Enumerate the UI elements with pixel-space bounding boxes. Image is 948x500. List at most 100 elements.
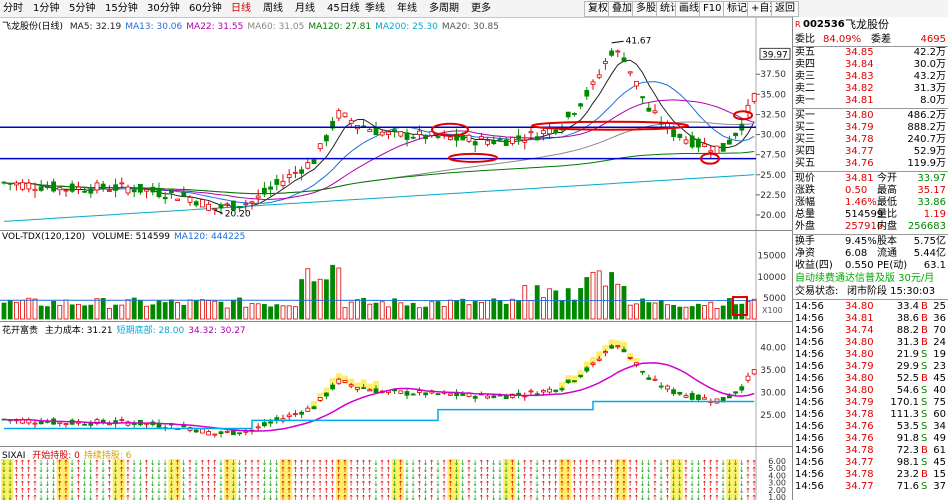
sixai-arrow: ↓ <box>640 473 646 481</box>
sixai-arrow: ↑ <box>478 459 484 467</box>
period-tab-6[interactable]: 日线 <box>231 3 251 14</box>
period-tab-9[interactable]: 45日线 <box>327 3 360 14</box>
tick-row: 14:56 34.80 21.9 S 19 <box>793 349 948 360</box>
sixai-arrow: ↑ <box>361 480 367 488</box>
sixai-arrow: ↓ <box>404 459 410 467</box>
sixai-arrow: ↑ <box>652 459 658 467</box>
sixai-arrow: ↑ <box>745 466 751 474</box>
tick-price: 34.79 <box>845 361 874 372</box>
sixai-arrow: ↓ <box>410 480 416 488</box>
sixai-arrow: ↑ <box>485 466 491 474</box>
tick-price: 34.80 <box>845 337 874 348</box>
tick-count: 37 <box>933 481 946 492</box>
sixai-arrow: ↑ <box>119 459 125 467</box>
candle-body <box>367 129 373 133</box>
sixai-arrow: ↓ <box>410 473 416 481</box>
candle-body <box>113 184 118 191</box>
sixai-arrow: ↓ <box>534 466 540 474</box>
sixai-arrow: ↑ <box>330 459 336 467</box>
promo-banner[interactable]: 自动续费通达信普及版 30元/月 <box>793 273 948 285</box>
sixai-legend: SIXAI 开始持股: 0 持续持股: 6 <box>2 448 135 461</box>
tick-time: 14:56 <box>795 349 824 360</box>
period-tab-0[interactable]: 分时 <box>3 3 23 14</box>
candle-body <box>398 390 404 394</box>
sixai-highlight <box>726 459 733 500</box>
volume-bar <box>1 302 7 320</box>
kline-panel[interactable]: 飞龙股份(日线) MA5: 32.19 MA13: 30.06 MA22: 31.5… <box>0 18 792 231</box>
cost-canvas[interactable]: 40.00 35.00 30.00 25.00 <box>0 322 792 446</box>
sixai-arrow: ↑ <box>243 466 249 474</box>
y-tick-label: 1.00 <box>768 493 786 500</box>
period-tab-5[interactable]: 60分钟 <box>189 3 222 14</box>
sixai-highlight <box>559 459 565 500</box>
sixai-arrow: ↑ <box>609 494 615 500</box>
volume-bar <box>63 299 69 320</box>
sixai-arrow: ↑ <box>652 487 658 495</box>
tick-count: 23 <box>933 361 946 372</box>
sixai-arrow: ↓ <box>733 459 739 467</box>
ask-row: 卖二 34.82 31.3万 <box>793 83 948 94</box>
sixai-arrow: ↑ <box>429 480 435 488</box>
period-tab-2[interactable]: 5分钟 <box>69 3 96 14</box>
highlight-zone <box>329 378 336 387</box>
sixai-arrow: ↑ <box>305 466 311 474</box>
period-tab-11[interactable]: 年线 <box>397 3 417 14</box>
volume-bar <box>627 304 633 320</box>
volume-bar <box>708 301 714 320</box>
sixai-arrow: ↑ <box>609 473 615 481</box>
sixai-arrow: ↑ <box>75 480 81 488</box>
sixai-arrow: ↑ <box>633 473 639 481</box>
sixai-arrow: ↑ <box>336 494 342 500</box>
volume-canvas[interactable]: 15000 10000 5000 X100 <box>0 231 792 321</box>
sixai-arrow: ↑ <box>590 466 596 474</box>
stock-name: 飞龙股份 <box>845 18 889 31</box>
cost-legend: 花开富贵 主力成本: 31.21 短期底部: 28.00 34.32: 30.27 <box>2 323 250 336</box>
sixai-highlight <box>676 459 683 500</box>
sixai-arrow: ↑ <box>664 473 670 481</box>
sixai-arrow: ↑ <box>144 466 150 474</box>
period-tab-1[interactable]: 1分钟 <box>33 3 60 14</box>
tick-time: 14:56 <box>795 445 824 456</box>
tick-count: 40 <box>933 385 946 396</box>
stat-label: 涨幅 <box>795 197 815 208</box>
candle-body <box>435 136 441 138</box>
candle-body <box>292 171 298 174</box>
sixai-arrow: ↑ <box>354 494 360 500</box>
stat-value: 1.19 <box>923 209 946 220</box>
volume-panel[interactable]: VOL-TDX(120,120) VOLUME: 514599 MA120: 44… <box>0 231 792 322</box>
period-tab-4[interactable]: 30分钟 <box>147 3 180 14</box>
candle-body <box>323 135 329 142</box>
volume-bar <box>398 302 404 320</box>
sixai-panel[interactable]: SIXAI 开始持股: 0 持续持股: 6 6.00 5.00 4.00 3.00 2.0… <box>0 447 792 500</box>
stat-value: 5.75亿 <box>913 236 946 247</box>
period-tab-12[interactable]: 多周期 <box>429 3 459 14</box>
sixai-arrow: ↓ <box>156 466 162 474</box>
period-tab-10[interactable]: 季线 <box>365 3 385 14</box>
candle-body <box>94 182 100 191</box>
period-tab-13[interactable]: 更多 <box>471 3 491 14</box>
sixai-arrow: ↓ <box>726 487 732 495</box>
stat-value: 0.50 <box>845 185 868 196</box>
sixai-arrow: ↑ <box>26 473 32 481</box>
sixai-canvas[interactable]: 6.005.004.003.002.001.00↓↓↓↓↓↓↓↓↓↓↓↓↑↑↑↑… <box>0 447 792 500</box>
candle-body <box>330 384 336 390</box>
tick-side: S <box>921 481 928 492</box>
stat-value: 514599 <box>845 209 884 220</box>
toolbar-button-5[interactable]: F10 <box>699 1 726 17</box>
toolbar-button-8[interactable]: 返回 <box>771 1 799 17</box>
period-tab-7[interactable]: 周线 <box>263 3 283 14</box>
cost-panel[interactable]: 花开富贵 主力成本: 31.21 短期底部: 28.00 34.32: 30.27 … <box>0 322 792 447</box>
period-tab-8[interactable]: 月线 <box>295 3 315 14</box>
period-tab-3[interactable]: 15分钟 <box>105 3 138 14</box>
sixai-arrow: ↓ <box>181 459 187 467</box>
volume-bar <box>696 303 701 320</box>
sixai-arrow: ↑ <box>466 459 472 467</box>
ask-price: 34.85 <box>845 47 874 58</box>
sixai-arrow: ↑ <box>187 487 193 495</box>
sixai-arrow: ↑ <box>354 459 360 467</box>
sixai-arrow: ↓ <box>7 473 13 481</box>
sixai-highlight <box>174 459 181 500</box>
sixai-arrow: ↑ <box>249 466 255 474</box>
kline-canvas[interactable]: 37.50 35.00 32.50 30.00 27.50 25.00 22.50 20.00… <box>0 18 792 230</box>
sixai-arrow: ↑ <box>708 480 714 488</box>
